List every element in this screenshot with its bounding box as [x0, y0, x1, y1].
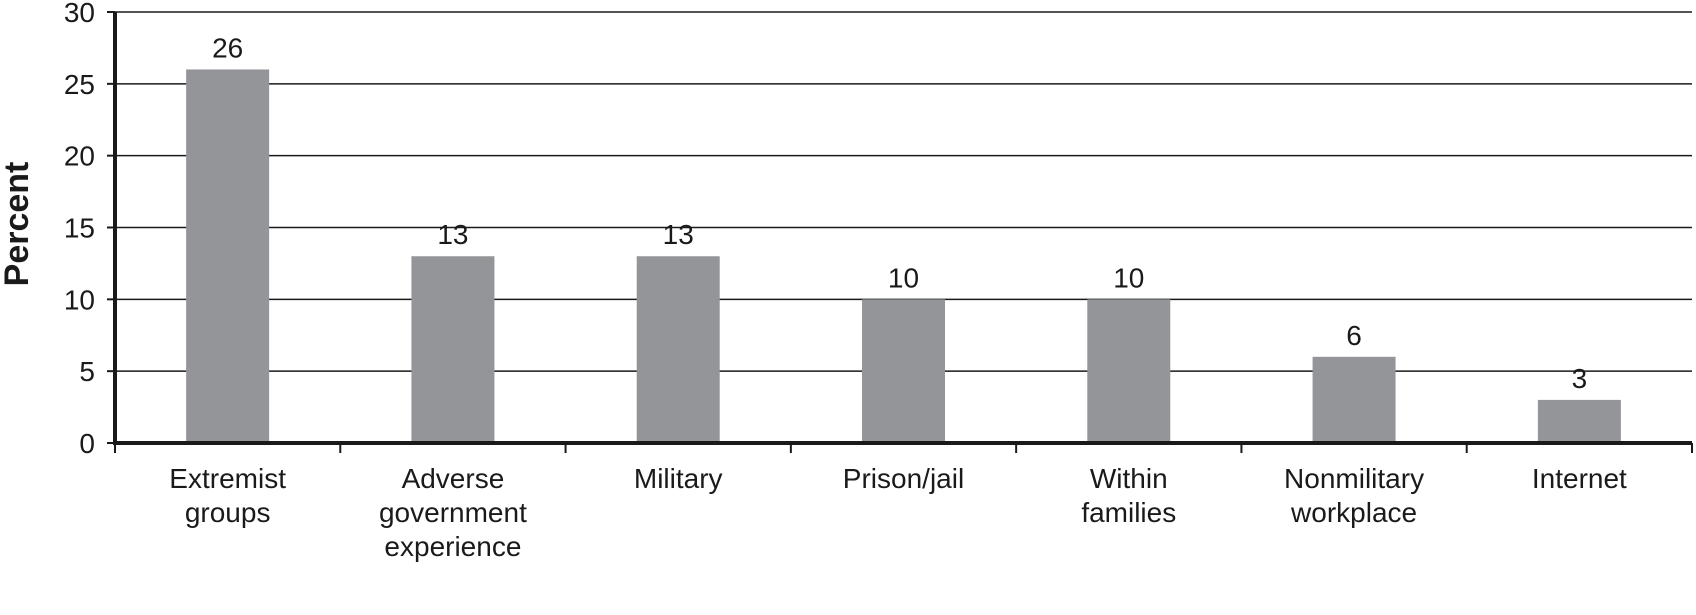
bar [186, 69, 270, 443]
category-label-line: Military [634, 463, 723, 494]
category-label-line: Within [1090, 463, 1168, 494]
axes [107, 11, 1693, 453]
y-axis-title: Percent [0, 162, 36, 287]
category-label: Nonmilitary workplace [1284, 463, 1424, 528]
gridlines [115, 11, 1692, 372]
y-tick-label: 25 [64, 69, 95, 100]
category-label-line: Internet [1532, 463, 1627, 494]
y-tick-label: 15 [64, 213, 95, 244]
category-label-line: workplace [1290, 497, 1417, 528]
bar [411, 256, 495, 443]
bar [1312, 356, 1396, 443]
category-label-line: Extremist [169, 463, 286, 494]
bars [186, 69, 1621, 443]
category-label-line: Adverse [402, 463, 505, 494]
category-label-line: Nonmilitary [1284, 463, 1424, 494]
data-label: 10 [888, 262, 919, 293]
y-tick-label: 0 [79, 428, 95, 459]
y-tick-label: 30 [64, 0, 95, 28]
category-label-line: government [379, 497, 527, 528]
category-label: Internet [1532, 463, 1627, 494]
data-label: 13 [437, 219, 468, 250]
y-tick-label: 10 [64, 284, 95, 315]
category-label: Extremist groups [169, 463, 286, 528]
data-label: 3 [1572, 363, 1588, 394]
category-label-line: Prison/jail [843, 463, 964, 494]
category-label: Prison/jail [843, 463, 964, 494]
data-label: 26 [212, 32, 243, 63]
data-label: 6 [1346, 320, 1362, 351]
category-label: Military [634, 463, 723, 494]
category-label-line: families [1081, 497, 1176, 528]
category-label: Adverse government experience [379, 463, 527, 562]
bar [636, 256, 720, 443]
y-tick-label: 20 [64, 141, 95, 172]
bar [1087, 299, 1171, 443]
category-label: Within families [1081, 463, 1176, 528]
y-tick-label: 5 [79, 356, 95, 387]
labels: 0 5 10 15 20 25 30 26 Extremist groups 13 Adverse go… [64, 0, 1627, 562]
category-label-line: groups [185, 497, 271, 528]
data-label: 13 [663, 219, 694, 250]
category-label-line: experience [384, 531, 521, 562]
bar [1537, 399, 1621, 443]
data-label: 10 [1113, 262, 1144, 293]
bar [862, 299, 945, 443]
